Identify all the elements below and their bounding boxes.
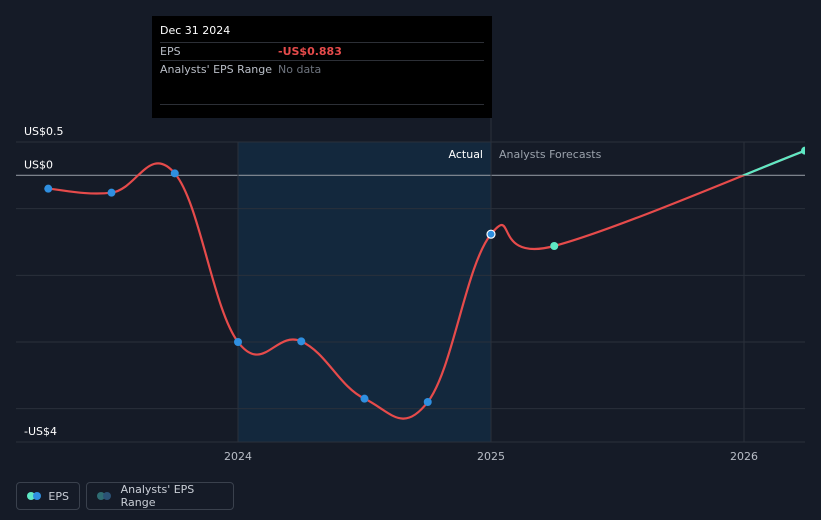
legend-item-eps-range[interactable]: Analysts' EPS Range bbox=[86, 482, 234, 510]
eps-point bbox=[170, 169, 179, 178]
x-tick-label: 2025 bbox=[477, 450, 505, 463]
actual-section-label: Actual bbox=[449, 148, 483, 161]
eps-point bbox=[234, 338, 242, 346]
forecast-section-label: Analysts Forecasts bbox=[499, 148, 602, 161]
eps-legend-icon bbox=[27, 492, 41, 500]
eps-range-legend-icon bbox=[97, 492, 112, 500]
y-tick-label: US$0 bbox=[24, 158, 53, 171]
forecast-point bbox=[801, 146, 805, 155]
eps-point bbox=[44, 184, 53, 193]
legend-item-eps[interactable]: EPS bbox=[16, 482, 80, 510]
tooltip-row-eps: EPS -US$0.883 bbox=[160, 42, 484, 60]
tooltip-date: Dec 31 2024 bbox=[160, 24, 231, 37]
eps-point bbox=[423, 398, 432, 406]
eps-point bbox=[107, 188, 116, 197]
forecast-point bbox=[550, 242, 559, 250]
legend-label: Analysts' EPS Range bbox=[120, 483, 195, 509]
tooltip-label: Analysts' EPS Range bbox=[160, 63, 273, 76]
tooltip: Dec 31 2024 EPS -US$0.883 Analysts' EPS … bbox=[152, 16, 492, 118]
eps-point bbox=[297, 337, 306, 346]
tooltip-value: No data bbox=[278, 63, 322, 76]
eps-point-current bbox=[486, 229, 496, 239]
eps-point bbox=[360, 394, 369, 403]
y-tick-label: US$0.5 bbox=[24, 125, 64, 138]
legend-label: EPS bbox=[48, 489, 69, 503]
tooltip-value: -US$0.883 bbox=[278, 45, 342, 58]
tooltip-row-range: Analysts' EPS Range No data bbox=[160, 60, 484, 78]
tooltip-label: EPS bbox=[160, 45, 181, 58]
x-tick-label: 2026 bbox=[730, 450, 758, 463]
highlight-region bbox=[238, 142, 491, 442]
x-tick-label: 2024 bbox=[224, 450, 252, 463]
y-tick-label: -US$4 bbox=[24, 425, 57, 438]
tooltip-divider bbox=[160, 104, 484, 105]
